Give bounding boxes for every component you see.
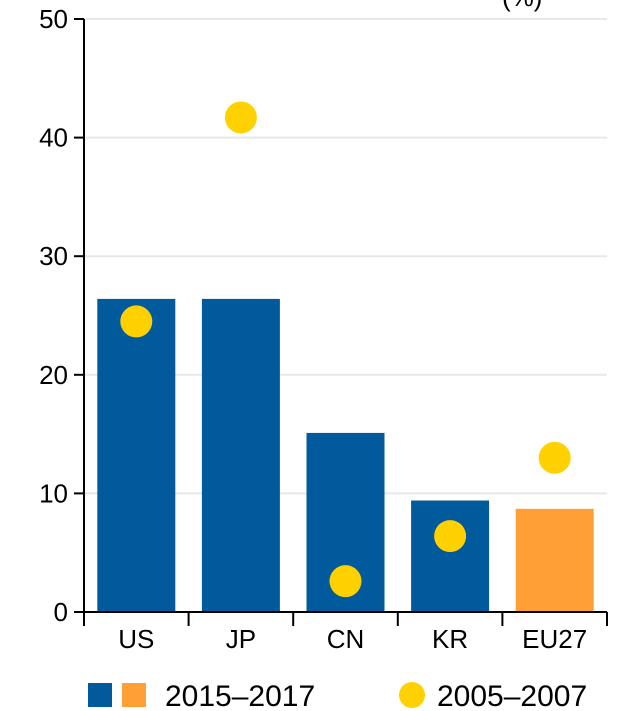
marker-kr xyxy=(434,520,467,553)
legend: 2015–2017 2005–2007 xyxy=(88,680,587,711)
axes xyxy=(74,18,608,626)
legend-swatch-bar-main xyxy=(88,683,112,707)
legend-bars-label: 2015–2017 xyxy=(165,680,315,711)
x-tick-label-eu27: EU27 xyxy=(522,624,587,654)
marker-jp xyxy=(224,101,257,134)
x-tick-label-kr: KR xyxy=(432,624,468,654)
markers xyxy=(120,101,571,598)
x-tick-label-cn: CN xyxy=(327,624,365,654)
bar-eu27 xyxy=(515,508,594,612)
y-tick-label: 30 xyxy=(39,241,68,271)
x-tick-label-us: US xyxy=(118,624,154,654)
unit-label: (%) xyxy=(502,0,542,12)
x-tick-label-jp: JP xyxy=(226,624,256,654)
marker-cn xyxy=(329,565,362,598)
legend-swatch-bar-highlight xyxy=(122,683,146,707)
marker-us xyxy=(120,305,153,338)
y-tick-label: 40 xyxy=(39,123,68,153)
bars xyxy=(97,298,594,612)
legend-swatch-marker xyxy=(399,682,425,708)
x-tick-labels: US JP CN KR EU27 xyxy=(118,624,587,654)
y-tick-labels: 0 10 20 30 40 50 xyxy=(39,4,68,627)
legend-markers-label: 2005–2007 xyxy=(437,680,587,711)
marker-eu27 xyxy=(538,441,571,474)
y-tick-label: 50 xyxy=(39,4,68,34)
y-tick-label: 10 xyxy=(39,478,68,508)
bar-kr xyxy=(411,500,490,612)
bar-jp xyxy=(201,298,280,612)
y-tick-label: 20 xyxy=(39,360,68,390)
y-tick-label: 0 xyxy=(54,597,68,627)
bar-us xyxy=(97,298,176,612)
